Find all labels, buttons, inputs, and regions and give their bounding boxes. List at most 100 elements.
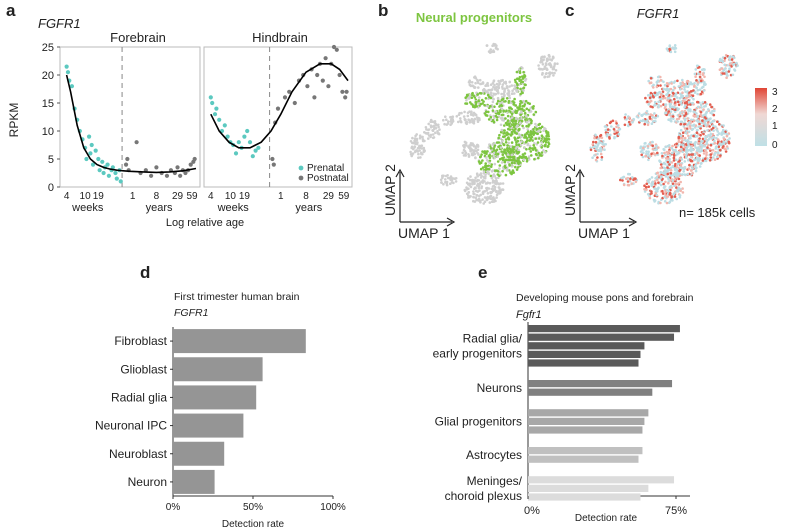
umap-point: [503, 124, 506, 127]
umap-point: [541, 71, 544, 75]
umap-point: [635, 115, 639, 118]
umap-point: [514, 104, 518, 107]
umap-point: [449, 178, 453, 182]
umap-point: [686, 80, 690, 83]
umap-point: [683, 119, 687, 122]
umap-point: [689, 93, 692, 97]
umap-point: [449, 182, 452, 185]
x-tick-label: 19: [239, 191, 251, 202]
umap-point: [552, 65, 556, 68]
umap-point: [735, 61, 738, 65]
umap-point: [668, 163, 671, 166]
umap-point: [659, 84, 662, 87]
umap-point: [520, 140, 523, 143]
umap-point: [671, 182, 675, 185]
umap-point: [697, 141, 701, 145]
umap-point: [504, 141, 508, 144]
umap-point: [485, 110, 488, 113]
umap-point: [701, 140, 704, 143]
umap-point: [628, 116, 631, 119]
umap-point: [645, 182, 649, 186]
bar: [528, 380, 673, 388]
umap-point: [640, 153, 643, 157]
umap-point: [671, 47, 674, 50]
umap-point: [513, 84, 516, 87]
umap-point: [669, 169, 673, 172]
umap-point: [506, 114, 510, 118]
umap-point: [492, 174, 495, 178]
umap-point: [495, 82, 499, 86]
umap-point: [682, 143, 685, 147]
umap-point: [523, 103, 527, 106]
umap-point: [427, 128, 431, 131]
umap-point: [594, 140, 598, 144]
umap-point: [599, 149, 603, 153]
x-tick-label: 0%: [524, 505, 540, 517]
umap-point: [595, 147, 598, 151]
umap-point: [629, 123, 632, 126]
umap-point: [505, 86, 509, 89]
umap-point: [619, 178, 622, 182]
umap-point: [506, 147, 509, 150]
umap-point: [510, 84, 514, 87]
umap-point: [676, 162, 680, 166]
umap-point: [669, 102, 672, 106]
umap-point: [662, 80, 665, 84]
umap-point: [726, 74, 729, 77]
umap-point: [516, 166, 520, 169]
umap-point: [474, 186, 477, 190]
umap-point: [600, 136, 604, 140]
umap-point: [648, 115, 652, 119]
umap-point: [445, 123, 449, 126]
umap-point: [655, 144, 658, 148]
umap-point: [673, 195, 677, 198]
umap-point: [469, 149, 472, 153]
umap-point: [485, 156, 488, 159]
plot-frame: [59, 46, 201, 188]
umap-point: [422, 146, 426, 150]
umap-point: [677, 103, 681, 107]
umap-point: [675, 186, 678, 189]
umap-point: [661, 192, 665, 195]
umap-point: [709, 156, 713, 159]
umap-point: [637, 112, 641, 115]
umap-point: [656, 190, 659, 193]
data-point: [123, 162, 129, 167]
umap-point: [689, 90, 693, 93]
umap-point: [508, 169, 511, 172]
umap-point: [473, 181, 476, 184]
umap-point: [650, 190, 653, 193]
bar: [528, 447, 643, 455]
umap-point: [709, 153, 713, 156]
panel-a-forebrain-title: Forebrain: [110, 30, 166, 45]
umap-point: [675, 142, 678, 146]
umap-point: [703, 137, 707, 141]
bar: [528, 388, 653, 396]
umap-point: [685, 156, 688, 159]
umap-point: [715, 128, 718, 131]
umap-point: [466, 114, 470, 118]
umap-point: [646, 179, 650, 183]
umap-point: [672, 88, 675, 92]
umap-point: [492, 147, 495, 150]
umap-point: [524, 79, 527, 82]
umap-point: [697, 146, 700, 149]
umap-point: [459, 119, 462, 123]
umap-point: [518, 106, 521, 110]
umap-point: [519, 143, 523, 147]
umap-point: [693, 152, 697, 156]
umap-point: [473, 179, 477, 182]
umap-point: [472, 192, 475, 196]
umap-point: [411, 136, 414, 140]
umap-point: [683, 88, 686, 91]
umap-point: [664, 180, 667, 184]
umap-point: [497, 86, 500, 89]
umap-point: [545, 134, 549, 137]
umap-point: [499, 130, 503, 134]
umap-point: [522, 99, 525, 103]
umap-point: [526, 142, 530, 146]
umap-point: [475, 116, 479, 119]
umap-point: [467, 80, 471, 84]
umap-point: [643, 184, 646, 187]
